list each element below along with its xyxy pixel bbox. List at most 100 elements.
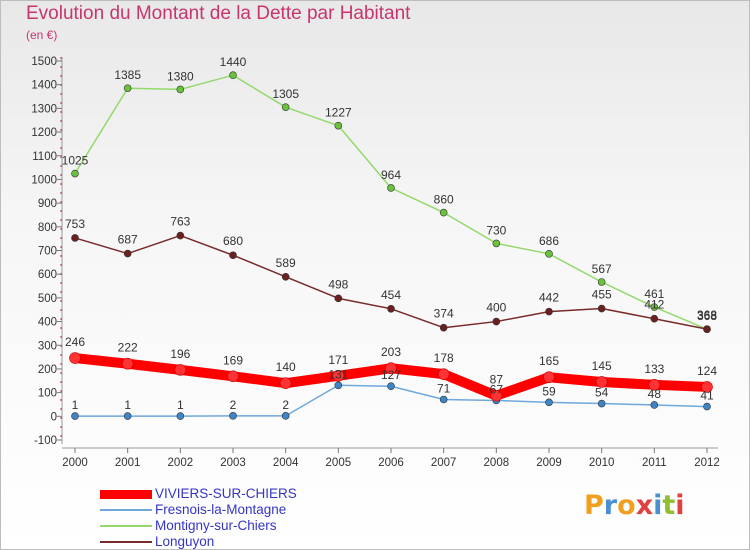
- data-point: [281, 272, 290, 281]
- x-tick-label: 2005: [326, 457, 352, 469]
- data-point: [279, 377, 292, 389]
- legend-swatch: [100, 489, 152, 499]
- x-tick-label: 2003: [220, 457, 246, 469]
- data-label: 374: [434, 307, 454, 321]
- y-tick-label: 1400: [31, 80, 57, 92]
- proxiti-logo: Proxiti: [584, 490, 685, 521]
- data-point: [229, 251, 237, 260]
- logo-letter: t: [662, 490, 676, 521]
- data-label: 763: [170, 215, 190, 229]
- x-tick-label: 2012: [694, 457, 720, 469]
- data-point: [439, 208, 448, 217]
- data-label: 67: [490, 382, 504, 396]
- y-tick-label: 300: [38, 340, 57, 352]
- data-point: [69, 352, 81, 364]
- data-point: [545, 250, 553, 258]
- data-label: 567: [592, 262, 612, 276]
- data-point: [123, 412, 132, 420]
- data-label: 455: [592, 288, 612, 302]
- data-point: [545, 307, 553, 316]
- data-point: [597, 278, 606, 286]
- data-label: 54: [595, 386, 609, 400]
- y-tick-label: 100: [38, 388, 57, 400]
- data-point: [176, 85, 185, 94]
- legend-label: VIVIERS-SUR-CHIERS: [155, 486, 297, 501]
- legend-swatch: [100, 525, 152, 527]
- data-point: [385, 362, 397, 375]
- logo-letter: i: [653, 490, 663, 521]
- data-point: [176, 231, 185, 240]
- data-point: [490, 389, 503, 402]
- data-label: 171: [328, 353, 348, 367]
- data-point: [545, 398, 553, 407]
- data-label: 48: [648, 387, 662, 401]
- y-tick-label: 1500: [31, 56, 57, 68]
- x-tick-label: 2010: [589, 457, 615, 469]
- data-point: [281, 412, 290, 420]
- data-label: 165: [539, 354, 559, 368]
- logo-letter: r: [603, 490, 618, 521]
- x-tick-label: 2002: [168, 457, 194, 469]
- data-label: 498: [328, 277, 348, 291]
- x-tick-label: 2009: [536, 457, 562, 469]
- legend-label: Montigny-sur-Chiers: [155, 518, 277, 533]
- data-point: [492, 317, 501, 326]
- data-label: 196: [170, 347, 190, 361]
- x-tick-label: 2008: [484, 457, 510, 469]
- data-point: [334, 381, 343, 390]
- data-label: 71: [437, 381, 451, 395]
- data-label: 127: [381, 368, 401, 382]
- data-point: [123, 84, 132, 93]
- data-label: 1: [177, 398, 184, 412]
- y-tick-label: 1300: [31, 103, 57, 115]
- data-label: 400: [486, 301, 506, 315]
- data-label: 59: [542, 384, 556, 398]
- data-label: 2: [230, 398, 237, 412]
- data-point: [387, 184, 395, 192]
- data-label: 730: [486, 223, 506, 237]
- data-point: [492, 239, 501, 248]
- data-point: [701, 381, 713, 393]
- x-tick-label: 2000: [62, 457, 88, 469]
- data-label: 687: [118, 233, 138, 247]
- data-point: [123, 249, 132, 258]
- x-tick-label: 2011: [642, 457, 667, 469]
- data-point: [334, 121, 343, 130]
- data-label: 964: [381, 168, 401, 182]
- data-point: [387, 382, 395, 391]
- legend-swatch: [100, 541, 152, 543]
- data-label: 1440: [220, 55, 247, 69]
- data-label: 412: [644, 298, 664, 312]
- data-label: 1380: [167, 69, 194, 83]
- data-point: [650, 314, 659, 323]
- data-label: 246: [65, 335, 85, 349]
- data-label: 442: [539, 291, 559, 305]
- data-label: 1227: [325, 106, 352, 120]
- data-point: [334, 294, 343, 303]
- data-label: 145: [592, 359, 612, 373]
- data-label: 680: [223, 234, 243, 248]
- x-tick-label: 2007: [431, 457, 457, 469]
- data-label: 140: [276, 360, 296, 374]
- y-tick-label: 600: [38, 269, 57, 281]
- data-label: 2: [282, 398, 289, 412]
- logo-letter: x: [635, 490, 654, 521]
- data-label: 1305: [272, 87, 299, 101]
- data-point: [597, 399, 606, 408]
- legend-label: Fresnois-la-Montagne: [155, 502, 287, 517]
- data-label: 1025: [62, 154, 89, 168]
- data-point: [71, 412, 79, 420]
- data-point: [703, 402, 711, 411]
- data-label: 1: [124, 398, 131, 412]
- data-point: [703, 325, 711, 333]
- y-tick-label: 700: [38, 246, 57, 258]
- x-tick-label: 2006: [378, 457, 404, 469]
- legend-label: Longuyon: [155, 534, 215, 549]
- data-label: 87: [490, 373, 504, 387]
- data-label: 41: [700, 389, 714, 403]
- logo-letter: o: [617, 490, 636, 521]
- data-point: [227, 370, 239, 383]
- data-point: [648, 379, 661, 391]
- data-point: [387, 304, 395, 313]
